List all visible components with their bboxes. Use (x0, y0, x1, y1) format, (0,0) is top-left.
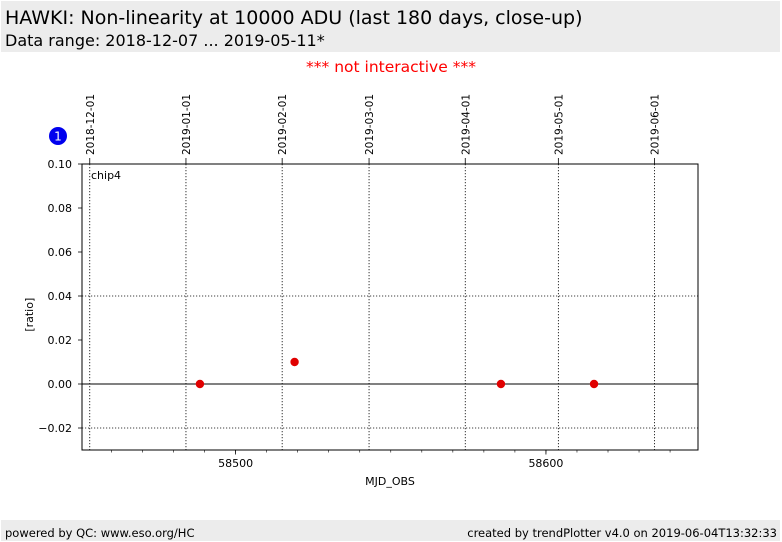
x-axis-label: MJD_OBS (365, 475, 415, 488)
panel-label: chip4 (91, 169, 121, 182)
header-bar: HAWKI: Non-linearity at 10000 ADU (last … (1, 1, 780, 52)
badge-label: 1 (54, 130, 62, 144)
grid-layer (82, 164, 698, 450)
date-tick-label: 2019-06-01 (650, 94, 662, 155)
footer-bar: powered by QC: www.eso.org/HC created by… (1, 520, 780, 541)
x-tick-label: 58500 (218, 457, 253, 470)
chip-number-badge[interactable]: 1 (49, 127, 67, 145)
data-point (589, 379, 599, 389)
y-tick-label: 0.10 (48, 158, 73, 171)
marks-layer (195, 357, 599, 389)
data-point (290, 357, 299, 367)
plot-frame (81, 163, 699, 451)
date-tick-label: 2019-04-01 (460, 94, 472, 155)
page-title: HAWKI: Non-linearity at 10000 ADU (last … (5, 7, 583, 29)
data-point (195, 379, 205, 389)
y-tick-label: 0.08 (48, 202, 73, 215)
x-tick-label: 58600 (528, 457, 563, 470)
y-tick-label: 0.04 (48, 290, 73, 303)
date-tick-label: 2019-05-01 (553, 94, 565, 155)
data-range-subtitle: Data range: 2018-12-07 ... 2019-05-11* (5, 31, 325, 50)
y-tick-label: −0.02 (38, 422, 72, 435)
date-tick-label: 2019-03-01 (364, 94, 376, 155)
date-tick-label: 2019-01-01 (181, 94, 193, 155)
y-tick-label: 0.00 (48, 378, 73, 391)
date-tick-label: 2019-02-01 (277, 94, 289, 155)
y-tick-label: 0.02 (48, 334, 73, 347)
date-tick-label: 2018-12-01 (85, 94, 97, 155)
y-axis-label: [ratio] (23, 298, 36, 332)
y-tick-label: 0.06 (48, 246, 73, 259)
data-point (496, 379, 506, 389)
not-interactive-notice: *** not interactive *** (306, 58, 476, 76)
footer-created-by: created by trendPlotter v4.0 on 2019-06-… (467, 526, 777, 540)
badge-circle (49, 127, 67, 145)
footer-powered-by: powered by QC: www.eso.org/HC (5, 526, 195, 540)
labels-layer: 2018-12-01 2019-01-01 2019-02-01 2019-03-01… (23, 94, 671, 488)
